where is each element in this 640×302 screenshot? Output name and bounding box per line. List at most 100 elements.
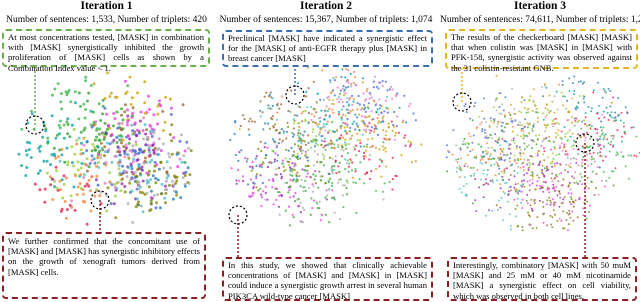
embedding-point [306,169,309,172]
embedding-point [395,94,398,98]
embedding-point [514,113,517,115]
embedding-point [567,119,570,121]
embedding-point [137,167,141,171]
embedding-point [575,108,577,111]
embedding-point [496,179,499,182]
embedding-point [247,183,250,186]
embedding-point [471,148,474,151]
embedding-point [555,175,558,178]
embedding-point [324,148,327,151]
embedding-point [101,104,105,108]
embedding-point [106,71,109,75]
embedding-point [101,112,104,116]
embedding-point [458,188,461,190]
embedding-point [331,146,334,149]
embedding-point [551,120,554,123]
embedding-point [603,185,606,188]
embedding-point [128,181,132,185]
embedding-point [148,154,152,158]
embedding-point [176,165,180,169]
embedding-point [560,130,563,133]
embedding-point [562,104,564,107]
embedding-point [471,141,474,144]
embedding-point [557,129,560,132]
embedding-point [274,123,277,126]
embedding-point [496,141,499,144]
embedding-point [523,173,526,176]
embedding-point [291,131,294,135]
embedding-point [141,129,145,133]
embedding-point [135,197,139,201]
embedding-point [489,153,492,156]
embedding-point [377,122,380,125]
embedding-point [147,146,151,150]
embedding-point [266,165,269,169]
embedding-point [271,149,274,152]
embedding-point [340,116,343,119]
embedding-point [530,155,533,158]
embedding-point [175,193,179,197]
embedding-point [490,158,493,161]
embedding-point [253,120,256,123]
embedding-point [356,108,359,111]
embedding-point [546,165,548,168]
embedding-point [149,178,153,182]
embedding-point [545,86,548,89]
embedding-point [289,178,292,182]
embedding-point [561,84,564,86]
embedding-point [59,100,63,104]
embedding-point [535,111,538,114]
embedding-point [598,166,601,169]
embedding-point [531,110,534,113]
embedding-point [504,154,507,157]
embedding-point [545,169,548,172]
embedding-point [73,208,77,212]
embedding-point [554,189,557,192]
embedding-point [374,189,378,192]
embedding-point [268,161,271,164]
embedding-point [328,188,331,191]
embedding-point [552,140,555,143]
embedding-point [326,120,329,123]
embedding-point [113,117,117,121]
embedding-point [354,181,357,184]
embedding-point [558,83,561,86]
embedding-point [484,136,487,139]
embedding-point [356,132,359,135]
embedding-point [563,95,566,98]
embedding-point [588,124,590,127]
embedding-point [562,210,565,213]
embedding-point [315,138,318,141]
embedding-point [614,116,617,119]
embedding-point [126,152,129,156]
embedding-point [337,144,340,147]
embedding-point [603,134,606,137]
embedding-point [52,146,56,150]
embedding-point [547,168,550,171]
embedding-point [127,156,131,160]
embedding-point [315,200,318,204]
embedding-point [548,191,551,194]
embedding-point [137,187,141,191]
embedding-point [460,191,463,194]
embedding-point [139,110,143,114]
embedding-point [509,189,512,192]
embedding-point [522,166,525,169]
embedding-point [109,91,113,95]
embedding-point [388,180,391,184]
embedding-point [375,167,378,171]
embedding-point [158,99,161,103]
embedding-point [564,150,567,153]
embedding-point [500,170,503,173]
embedding-point [260,165,263,168]
embedding-point [378,158,382,161]
embedding-point [354,84,357,87]
embedding-point [547,139,550,142]
embedding-point [120,177,124,181]
embedding-point [63,200,67,203]
embedding-point [452,129,455,132]
embedding-point [545,114,548,117]
embedding-point [298,122,301,125]
embedding-point [573,177,576,180]
embedding-point [528,166,531,169]
